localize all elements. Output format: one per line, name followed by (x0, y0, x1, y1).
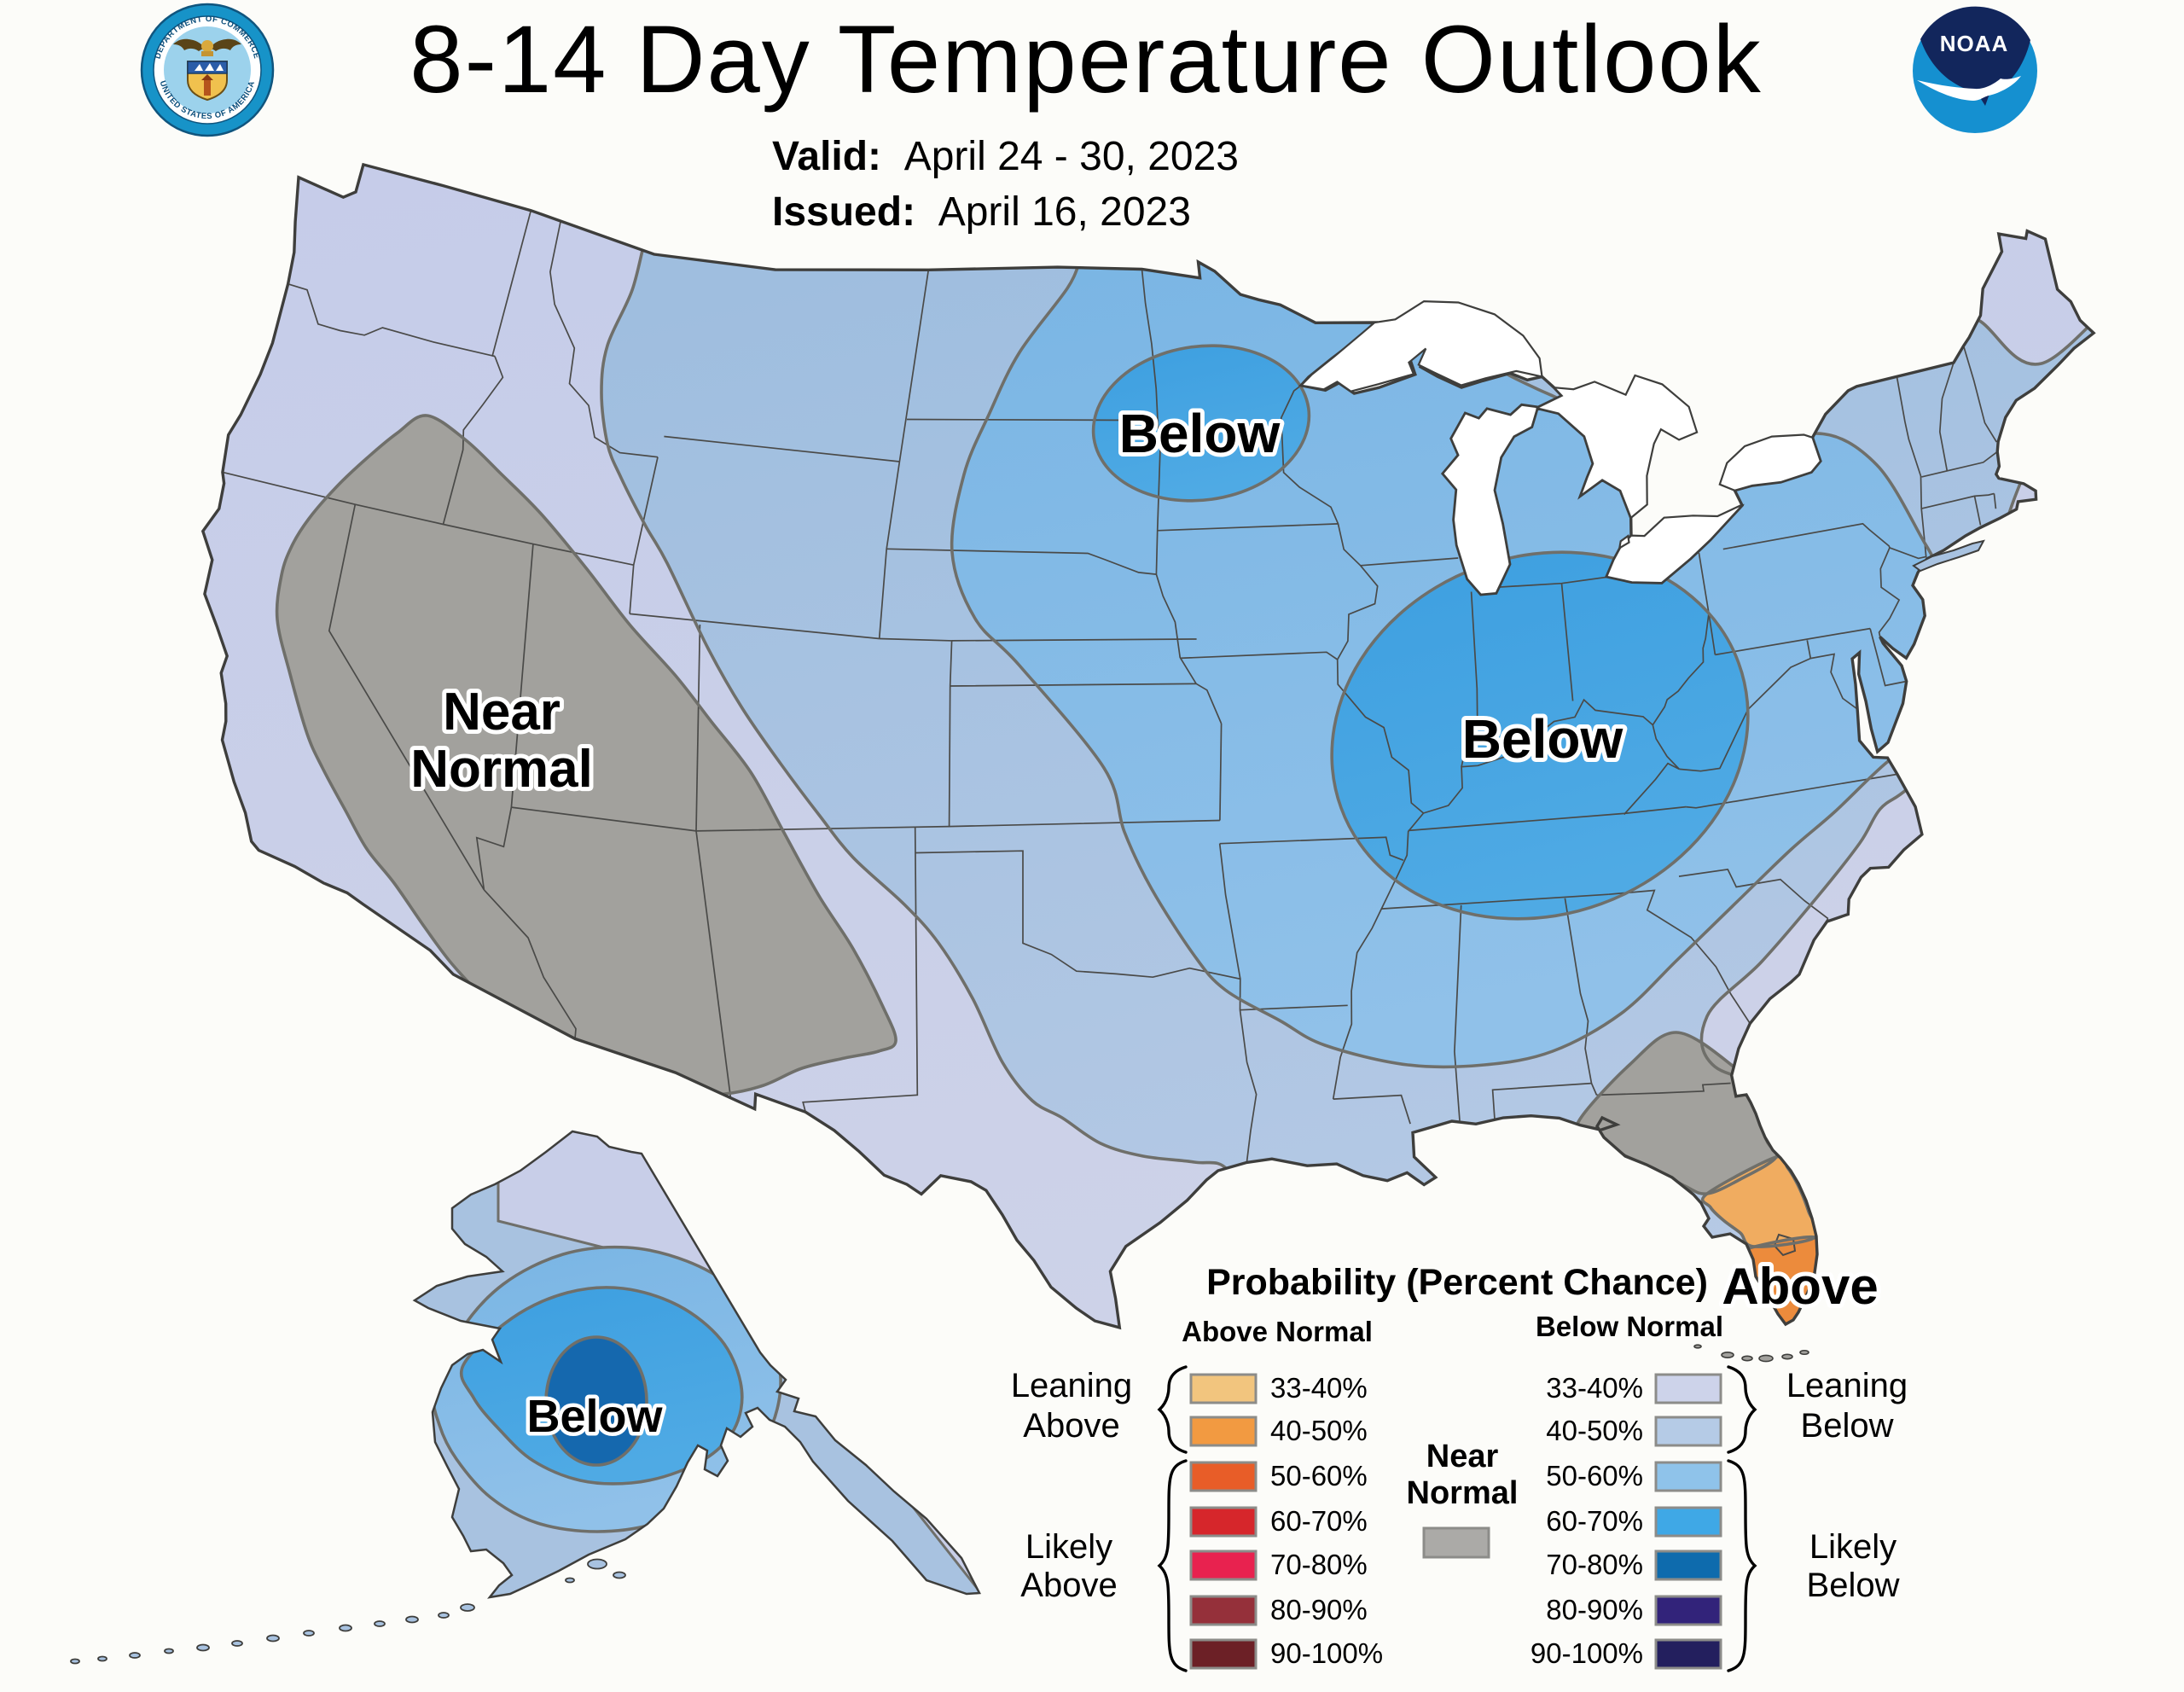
svg-text:40-50%: 40-50% (1546, 1415, 1643, 1446)
svg-text:Issued: April 16, 2023: Issued: April 16, 2023 (772, 189, 1191, 235)
svg-text:Likely: Likely (1809, 1528, 1896, 1566)
svg-text:Above: Above (1020, 1567, 1117, 1604)
svg-text:90-100%: 90-100% (1270, 1637, 1383, 1669)
svg-text:Probability (Percent Chance): Probability (Percent Chance) (1206, 1262, 1708, 1303)
svg-text:8-14 Day Temperature Outlook: 8-14 Day Temperature Outlook (410, 6, 1762, 113)
svg-text:40-50%: 40-50% (1270, 1415, 1368, 1446)
svg-text:Below: Below (1462, 708, 1623, 770)
svg-text:Below: Below (526, 1391, 663, 1442)
svg-text:Valid: April 24 - 30, 2023: Valid: April 24 - 30, 2023 (772, 134, 1239, 179)
svg-text:Above Normal: Above Normal (1182, 1316, 1373, 1347)
svg-text:50-60%: 50-60% (1270, 1460, 1368, 1491)
svg-text:Above: Above (1722, 1258, 1878, 1315)
svg-text:Below: Below (1807, 1567, 1900, 1604)
svg-text:Below: Below (1801, 1407, 1894, 1445)
svg-text:Near: Near (443, 683, 561, 741)
svg-text:NOAA: NOAA (1940, 31, 2009, 56)
svg-text:90-100%: 90-100% (1531, 1637, 1643, 1669)
svg-text:Likely: Likely (1025, 1528, 1112, 1566)
svg-text:33-40%: 33-40% (1546, 1372, 1643, 1404)
svg-text:Leaning: Leaning (1786, 1367, 1908, 1404)
svg-text:33-40%: 33-40% (1270, 1372, 1368, 1404)
svg-text:60-70%: 60-70% (1270, 1505, 1368, 1537)
svg-text:60-70%: 60-70% (1546, 1505, 1643, 1537)
svg-text:80-90%: 80-90% (1546, 1594, 1643, 1625)
svg-text:Above: Above (1023, 1407, 1119, 1445)
svg-text:70-80%: 70-80% (1546, 1549, 1643, 1580)
svg-text:Below Normal: Below Normal (1536, 1311, 1723, 1342)
svg-text:80-90%: 80-90% (1270, 1594, 1368, 1625)
svg-text:50-60%: 50-60% (1546, 1460, 1643, 1491)
svg-text:70-80%: 70-80% (1270, 1549, 1368, 1580)
svg-text:Normal: Normal (410, 740, 593, 799)
svg-text:Leaning: Leaning (1011, 1367, 1132, 1404)
svg-text:Normal: Normal (1407, 1475, 1519, 1511)
svg-text:Below: Below (1119, 403, 1281, 464)
svg-text:Near: Near (1426, 1439, 1499, 1474)
